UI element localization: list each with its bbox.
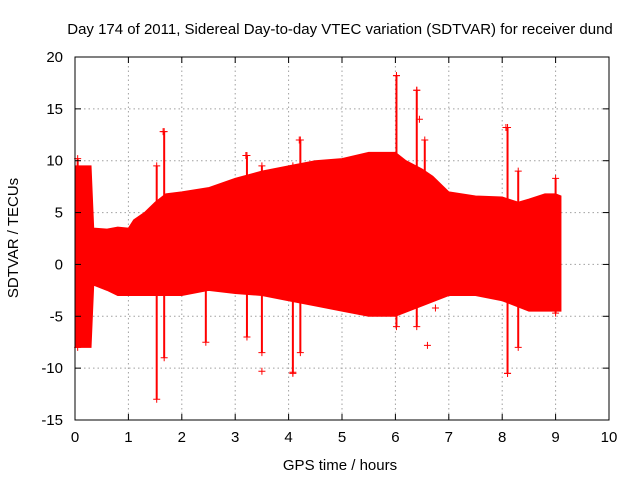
data-point-marker (202, 338, 210, 346)
data-point-marker (504, 369, 512, 377)
x-axis-title: GPS time / hours (283, 457, 397, 474)
x-tick-label: 10 (601, 429, 618, 446)
y-axis-title: SDTVAR / TECUs (5, 178, 22, 298)
y-tick-label: 15 (46, 101, 63, 118)
data-point-marker (242, 152, 250, 160)
data-point-marker (514, 343, 522, 351)
data-point-marker (258, 162, 266, 170)
y-tick-label: -5 (50, 308, 63, 325)
data-point-marker (159, 128, 167, 136)
chart-title: Day 174 of 2011, Sidereal Day-to-day VTE… (67, 21, 613, 38)
data-point-marker (258, 367, 266, 375)
x-tick-label: 4 (284, 429, 292, 446)
data-point-marker (421, 136, 429, 144)
data-point-marker (289, 368, 297, 376)
x-tick-label: 2 (178, 429, 186, 446)
data-point-marker (392, 72, 400, 80)
data-point-marker (243, 333, 251, 341)
y-axis: -15 -10 -5 0 5 10 15 20 (41, 49, 609, 429)
data-point-marker (153, 162, 161, 170)
data-point-marker (552, 174, 560, 182)
data-point-marker (413, 86, 421, 94)
y-tick-label: -15 (41, 412, 63, 429)
data-point-marker (258, 349, 266, 357)
data-point-marker (431, 304, 439, 312)
data-point-marker (413, 323, 421, 331)
x-tick-label: 1 (124, 429, 132, 446)
x-tick-label: 7 (445, 429, 453, 446)
data-point-marker (289, 162, 297, 170)
data-point-marker (514, 167, 522, 175)
y-tick-label: -10 (41, 360, 63, 377)
y-tick-label: 20 (46, 49, 63, 66)
data-point-marker (423, 341, 431, 349)
data-point-marker (415, 115, 423, 123)
data-point-marker (502, 124, 510, 132)
x-tick-label: 9 (551, 429, 559, 446)
x-tick-label: 3 (231, 429, 239, 446)
data-point-marker (392, 323, 400, 331)
x-tick-label: 6 (391, 429, 399, 446)
y-tick-label: 5 (55, 205, 63, 222)
data-point-marker (160, 354, 168, 362)
data-point-marker (202, 188, 210, 196)
x-axis: 0 1 2 3 4 5 6 7 8 9 10 (71, 57, 618, 446)
data-point-marker (421, 297, 429, 305)
data-point-marker (295, 136, 303, 144)
y-tick-label: 0 (55, 256, 63, 273)
data-point-marker (552, 309, 560, 317)
x-tick-label: 8 (498, 429, 506, 446)
x-tick-label: 0 (71, 429, 79, 446)
data-point-marker (153, 395, 161, 403)
x-tick-label: 5 (338, 429, 346, 446)
data-point-marker (296, 349, 304, 357)
y-tick-label: 10 (46, 153, 63, 170)
